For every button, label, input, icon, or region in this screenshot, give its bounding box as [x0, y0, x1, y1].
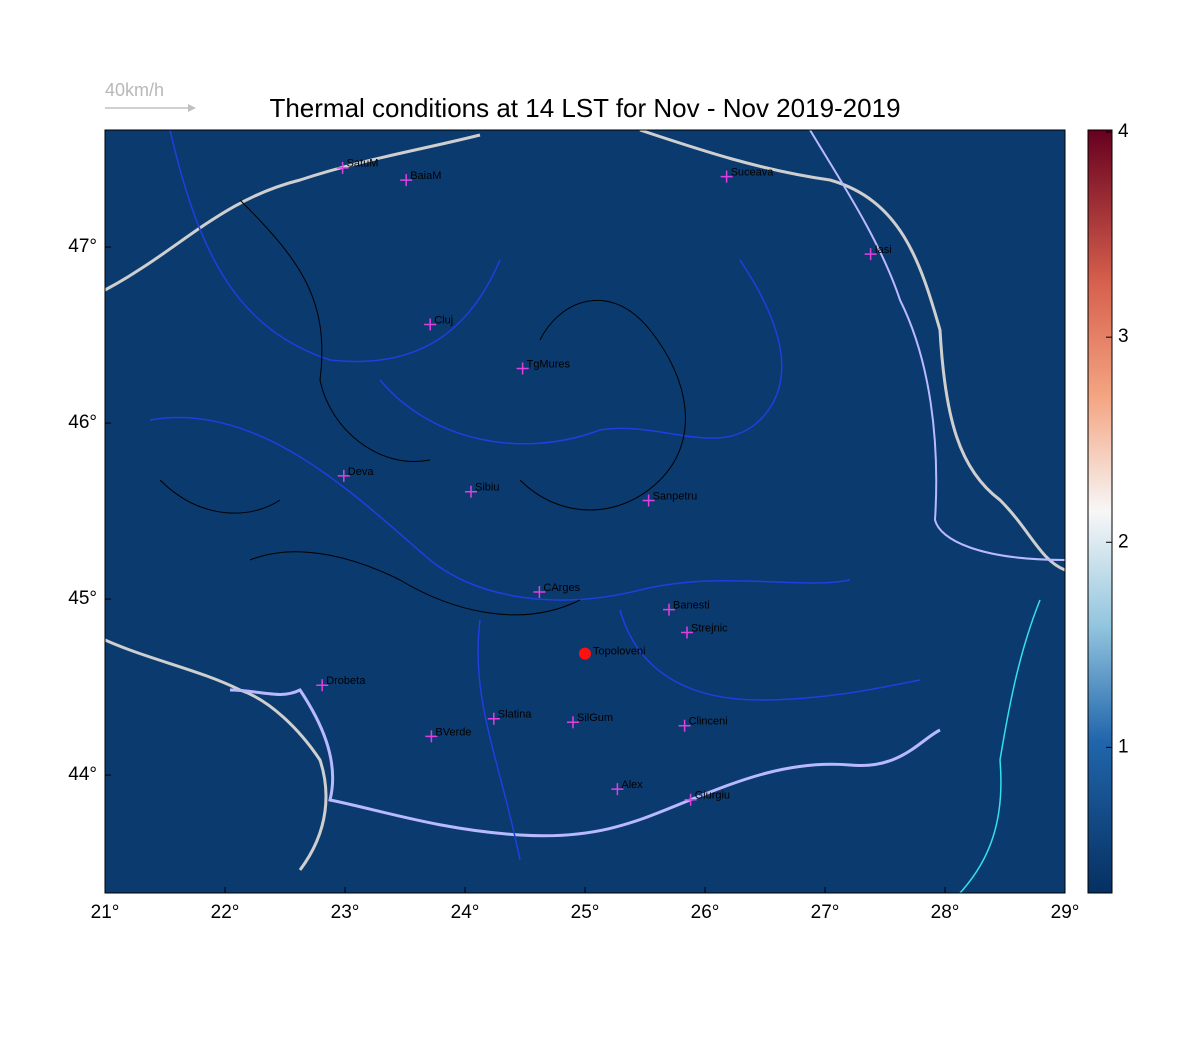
station-label: Suceava [731, 167, 775, 179]
colorbar-tick-label: 1 [1118, 736, 1129, 757]
station-label: Iasi [875, 244, 892, 256]
colorbar-tick-label: 4 [1118, 121, 1129, 142]
station-marker [684, 793, 697, 806]
x-tick-label: 28° [931, 902, 960, 923]
wind-scale-label: 40km/h [105, 80, 164, 100]
station-label: Cluj [434, 314, 453, 326]
station-marker [337, 469, 350, 482]
y-tick-label: 47° [68, 236, 97, 257]
station-label: SatuM [347, 158, 379, 170]
station-marker [516, 362, 529, 375]
contour [159, 199, 686, 616]
river [149, 130, 921, 861]
border [105, 130, 1065, 572]
station-label: Strejnic [691, 622, 728, 634]
colorbar-tick-label: 2 [1118, 531, 1129, 552]
x-tick-label: 25° [571, 902, 600, 923]
station-marker [425, 730, 438, 743]
prut [809, 130, 1065, 561]
x-tick-label: 27° [811, 902, 840, 923]
station-label: Slatina [498, 709, 533, 721]
y-tick-label: 45° [68, 588, 97, 609]
station-label: CArges [543, 582, 580, 594]
station-label: SilGum [577, 712, 613, 724]
x-tick-label: 24° [451, 902, 480, 923]
station-marker [400, 174, 413, 187]
station-label: Giurgiu [695, 790, 730, 802]
station-marker [465, 485, 477, 498]
station-label: BaiaM [410, 170, 441, 182]
x-tick-label: 21° [91, 902, 120, 923]
coast [959, 599, 1041, 893]
station-marker [642, 494, 655, 507]
station-marker [567, 716, 579, 729]
station-label: Deva [348, 466, 375, 478]
station-marker [678, 719, 691, 732]
highlight-marker [579, 647, 591, 660]
station-label: Alex [621, 779, 643, 791]
station-label: Sibiu [475, 482, 499, 494]
station-marker [487, 712, 500, 725]
station-marker [424, 318, 437, 331]
y-tick-label: 44° [68, 764, 97, 785]
x-tick-label: 23° [331, 902, 360, 923]
danube [229, 688, 941, 838]
station-marker [336, 161, 349, 174]
station-marker [533, 586, 546, 599]
geography [105, 130, 1065, 893]
wind-scale-arrowhead [188, 104, 196, 112]
title: Thermal conditions at 14 LST for Nov - N… [269, 93, 900, 123]
station-marker [720, 170, 733, 183]
station-label: TgMures [527, 358, 571, 370]
map-area [105, 130, 1065, 893]
x-tick-label: 29° [1051, 902, 1080, 923]
station-label: Drobeta [326, 675, 366, 687]
station-marker [611, 783, 624, 796]
station-label: BVerde [435, 726, 471, 738]
x-tick-label: 22° [211, 902, 240, 923]
colorbar [1087, 129, 1113, 894]
y-tick-label: 46° [68, 412, 97, 433]
station-marker [663, 603, 675, 616]
colorbar-tick-label: 3 [1118, 326, 1129, 347]
x-tick-label: 26° [691, 902, 720, 923]
station-label: Sanpetru [653, 490, 698, 502]
station-label: Banesti [673, 600, 710, 612]
map-layer: 21° 22° 23° 24° 25° 26° 27° 28° 29° 44° 45° 46° 47° 1… [68, 121, 1129, 923]
station-label: Clinceni [689, 716, 728, 728]
station-marker [681, 626, 693, 639]
station-marker [864, 248, 877, 261]
highlight-label: Topoloveni [593, 646, 646, 658]
border [105, 638, 328, 871]
station-marker [316, 679, 329, 692]
